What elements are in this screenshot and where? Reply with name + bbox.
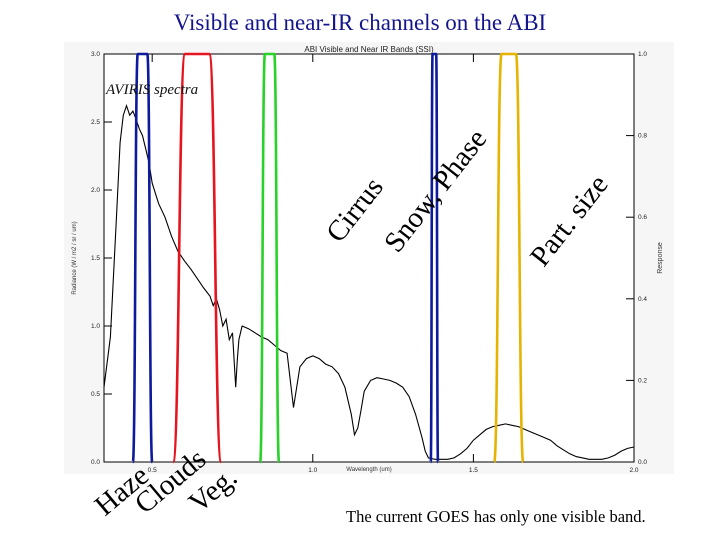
y2-tick-label: 0.4 [638, 296, 647, 303]
band-response-3 [429, 52, 440, 464]
band-response-1 [171, 52, 223, 464]
chart-title: ABI Visible and Near IR Bands (SSI) [304, 45, 434, 54]
slide-title: Visible and near-IR channels on the ABI [173, 10, 547, 35]
y-tick-label: 1.0 [91, 323, 100, 330]
y2-axis-label: Response [657, 242, 664, 274]
y2-tick-label: 0.0 [638, 459, 647, 466]
y-tick-label: 0.5 [91, 391, 100, 398]
y-tick-label: 0.0 [91, 459, 100, 466]
y2-tick-label: 0.2 [638, 377, 647, 384]
y2-tick-label: 0.8 [638, 133, 647, 140]
plot-frame [103, 53, 635, 463]
y-tick-label: 3.0 [91, 51, 100, 58]
y-axis-label: Radiance (W / m2 / sr / um) [72, 221, 78, 294]
spectrum-line [103, 103, 635, 460]
y-tick-label: 2.0 [91, 187, 100, 194]
chart-svg: 0.5 1.0 1.5 2.00.00.51.01.52.02.53.00.00.20… [72, 45, 664, 474]
x-axis-label: Wavelength (um) [346, 467, 391, 473]
x-tick-label: 0.5 [148, 467, 157, 474]
chart-panel: 0.5 1.0 1.5 2.0 0.0 0.5 1.0 1.5 2.0 2.5 3.0 0.0 0.2 0… [64, 42, 674, 474]
chart-annotation: AVIRIS spectra [105, 82, 198, 98]
x-tick-label: 1.0 [308, 467, 317, 474]
y-tick-label: 1.5 [91, 255, 100, 262]
band-response-2 [258, 52, 281, 464]
footnote: The current GOES has only one visible ba… [346, 507, 646, 526]
x-tick-label: 2.0 [629, 467, 638, 474]
y2-tick-label: 1.0 [638, 51, 647, 58]
band-response-0 [131, 52, 154, 464]
x-tick-label: 1.5 [469, 467, 478, 474]
band-response-4 [492, 52, 525, 464]
y2-tick-label: 0.6 [638, 214, 647, 221]
y-tick-label: 2.5 [91, 119, 100, 126]
